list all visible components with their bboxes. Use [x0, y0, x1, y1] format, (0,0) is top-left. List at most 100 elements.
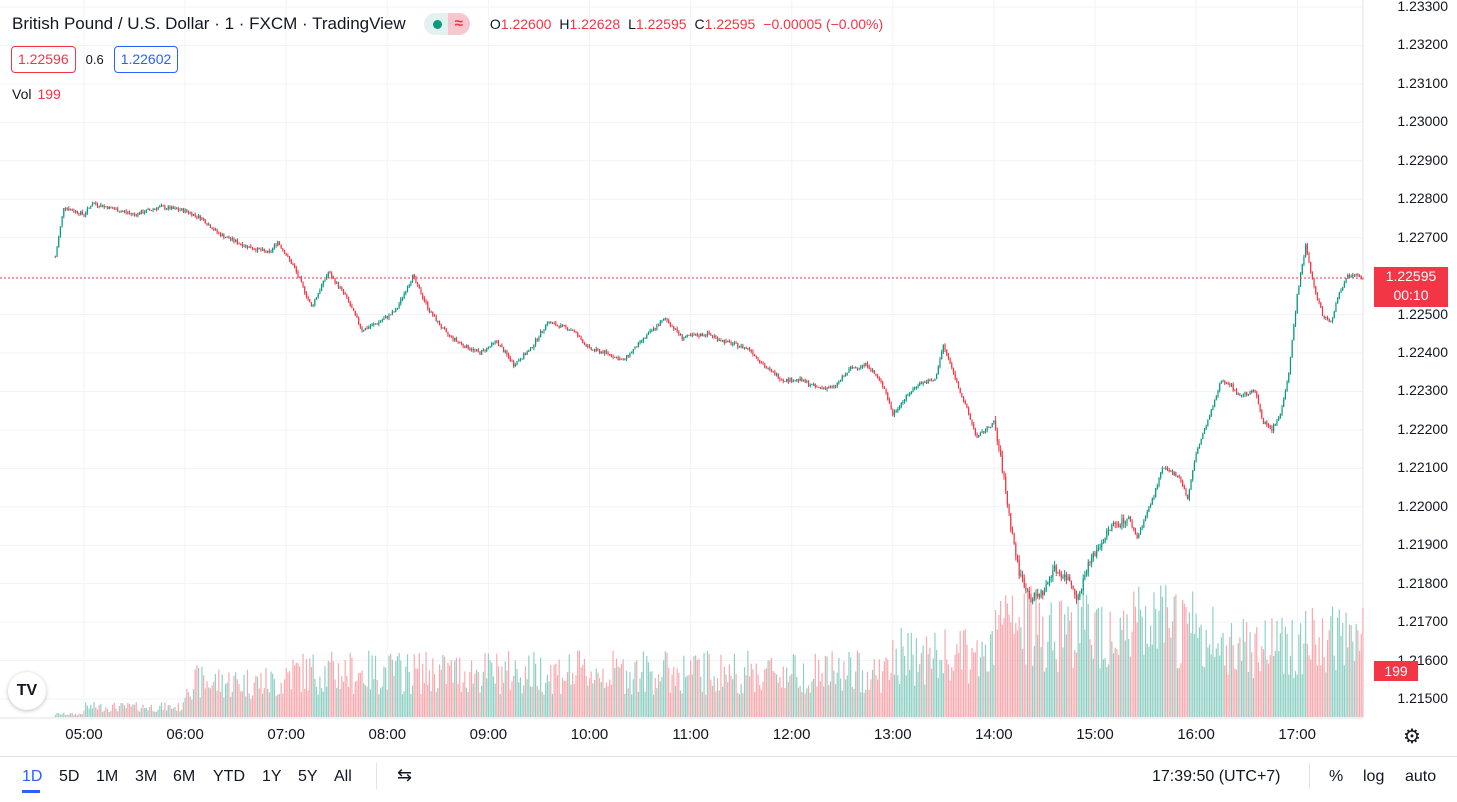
symbol-title[interactable]: British Pound / U.S. Dollar · 1 · FXCM ·…	[12, 14, 406, 33]
range-1d[interactable]: 1D	[22, 768, 43, 785]
candle-body	[681, 334, 683, 340]
date-range-icon[interactable]: ⇆	[397, 765, 413, 785]
candle-body	[543, 329, 545, 332]
volume-bar	[1207, 647, 1209, 717]
clock-timezone[interactable]: 17:39:50 (UTC+7)	[1152, 768, 1281, 785]
candle-body	[1153, 496, 1155, 499]
candle-body	[1030, 598, 1032, 602]
sell-button[interactable]: 1.22596	[11, 46, 76, 73]
volume-bar	[609, 679, 611, 717]
candle-body	[440, 325, 442, 328]
range-5y[interactable]: 5Y	[298, 768, 318, 785]
price-tick-label: 1.22200	[1397, 420, 1448, 437]
volume-bar	[511, 681, 513, 717]
candle-body	[551, 322, 554, 324]
candle-body	[251, 248, 254, 250]
candle-body	[728, 340, 730, 343]
volume-bar	[204, 688, 206, 717]
volume-bar	[115, 708, 117, 717]
range-ytd[interactable]: YTD	[213, 768, 245, 785]
volume-bar	[597, 672, 599, 717]
gear-icon[interactable]: ⚙	[1403, 726, 1421, 748]
candle-body	[666, 318, 668, 321]
range-3m[interactable]: 3M	[135, 768, 158, 785]
log-toggle[interactable]: log	[1363, 768, 1385, 785]
volume-bar	[379, 688, 382, 717]
volume-bar	[224, 684, 227, 717]
range-1y[interactable]: 1Y	[262, 768, 282, 785]
volume-bar	[920, 652, 923, 717]
candle-body	[519, 359, 522, 361]
candle-body	[1035, 593, 1037, 596]
range-5d[interactable]: 5D	[59, 768, 80, 785]
volume-bar	[718, 690, 720, 717]
volume-bar	[1342, 622, 1344, 717]
volume-bar	[518, 682, 520, 717]
percent-toggle[interactable]: %	[1329, 768, 1344, 785]
volume-bar	[1080, 607, 1083, 717]
volume-bar	[120, 703, 122, 717]
volume-bar	[526, 679, 528, 717]
volume-bar	[1252, 678, 1254, 717]
candle-body	[231, 238, 233, 240]
volume-bar	[66, 714, 68, 717]
range-6m[interactable]: 6M	[173, 768, 196, 785]
volume-bar	[385, 667, 387, 717]
volume-bar	[824, 655, 826, 717]
volume-bar	[715, 691, 717, 717]
volume-bar	[1249, 632, 1251, 717]
buy-button[interactable]: 1.22602	[113, 46, 179, 73]
candle-body	[794, 380, 796, 382]
volume-bar	[748, 676, 751, 717]
price-tick-label: 1.22900	[1397, 151, 1448, 168]
volume-bar	[334, 679, 336, 717]
volume-bar	[342, 681, 345, 717]
volume-bar	[1064, 614, 1066, 717]
range-all[interactable]: All	[334, 768, 352, 785]
price-tick-label: 1.22300	[1397, 382, 1448, 399]
range-1m[interactable]: 1M	[96, 768, 119, 785]
volume-bar	[467, 692, 469, 717]
candle-body	[262, 249, 264, 251]
candle-body	[641, 340, 643, 342]
candle-body	[949, 358, 951, 364]
candle-body	[105, 206, 107, 208]
volume-bar	[1099, 668, 1101, 717]
volume-legend[interactable]: Vol 199	[12, 86, 61, 102]
volume-bar	[388, 655, 390, 717]
candle-body	[941, 351, 943, 360]
volume-bar	[804, 693, 806, 717]
candle-body	[533, 344, 535, 349]
volume-bar	[1193, 633, 1196, 717]
volume-bar	[403, 691, 405, 717]
status-pill[interactable]: ≈	[423, 13, 470, 35]
volume-bar	[235, 672, 237, 717]
candle-body	[774, 371, 776, 376]
candle-body	[797, 379, 800, 381]
candle-body	[855, 367, 857, 369]
candle-body	[813, 384, 815, 386]
candle-body	[213, 229, 215, 231]
volume-bar	[171, 708, 173, 717]
volume-bar	[1266, 659, 1268, 717]
volume-bar	[1259, 671, 1261, 717]
volume-bar	[267, 688, 269, 717]
auto-toggle[interactable]: auto	[1405, 768, 1437, 785]
candle-body	[1249, 390, 1251, 395]
candle-body	[560, 324, 562, 328]
tradingview-logo-icon[interactable]: TV	[8, 672, 46, 710]
volume-bar	[620, 663, 623, 717]
candle-body	[915, 386, 917, 388]
volume-bar	[472, 683, 474, 717]
volume-bar	[823, 686, 825, 717]
candle-body	[745, 347, 747, 349]
candle-body	[713, 336, 715, 338]
volume-bar	[846, 675, 848, 717]
candle-body	[326, 275, 328, 280]
candle-body	[528, 349, 530, 352]
volume-bar	[700, 676, 702, 717]
candle-body	[117, 208, 119, 212]
volume-bar	[95, 707, 97, 717]
volume-bar	[1030, 585, 1032, 717]
